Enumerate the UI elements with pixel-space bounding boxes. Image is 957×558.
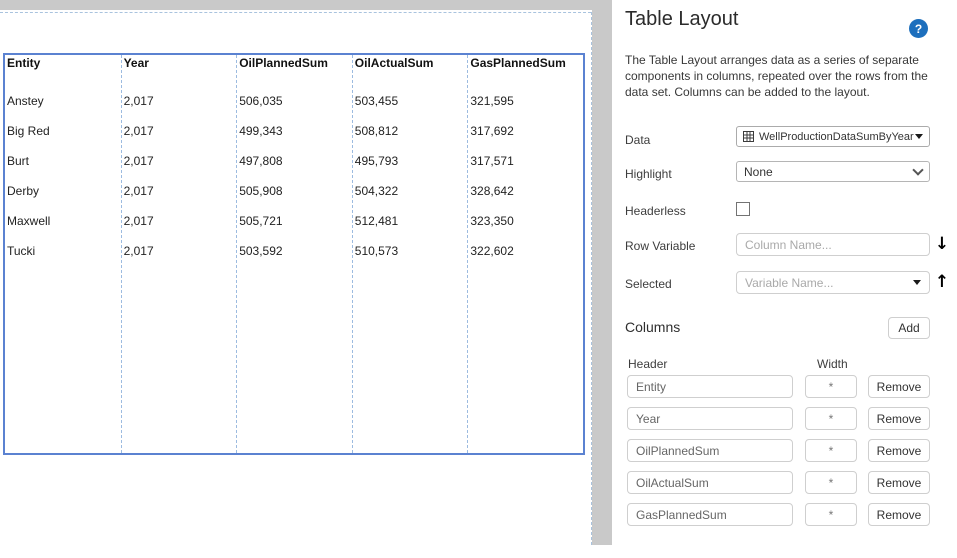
row-variable-label: Row Variable <box>625 239 695 253</box>
highlight-select[interactable]: None <box>736 161 930 182</box>
preview-cell: Tucki <box>7 244 121 274</box>
selected-label: Selected <box>625 277 672 291</box>
remove-column-button[interactable]: Remove <box>868 407 930 430</box>
canvas-right-margin <box>592 10 612 545</box>
data-label: Data <box>625 133 650 147</box>
preview-cell: 322,602 <box>470 244 583 274</box>
preview-cell: 2,017 <box>124 244 237 274</box>
column-header-input[interactable] <box>627 407 793 430</box>
preview-cell: 2,017 <box>124 184 237 214</box>
panel-description: The Table Layout arranges data as a seri… <box>625 52 947 100</box>
column-width-input[interactable] <box>805 439 857 462</box>
preview-cell: 499,343 <box>239 124 352 154</box>
preview-cell: 505,721 <box>239 214 352 244</box>
preview-column: EntityAnsteyBig RedBurtDerbyMaxwellTucki <box>5 55 121 453</box>
preview-cell: 510,573 <box>355 244 468 274</box>
preview-cell: Anstey <box>7 94 121 124</box>
data-dropdown[interactable]: WellProductionDataSumByYear <box>736 126 930 147</box>
headerless-checkbox[interactable] <box>736 202 750 216</box>
preview-cell: 508,812 <box>355 124 468 154</box>
columns-section-heading: Columns <box>625 319 680 335</box>
column-header-input[interactable] <box>627 375 793 398</box>
preview-cell: 2,017 <box>124 124 237 154</box>
column-header-input[interactable] <box>627 471 793 494</box>
chevron-down-icon <box>912 164 923 175</box>
preview-column: OilActualSum503,455508,812495,793504,322… <box>352 55 468 453</box>
preview-cell: 317,692 <box>470 124 583 154</box>
columns-list: Remove Remove Remove Remove Remove <box>612 375 957 535</box>
preview-cell: 317,571 <box>470 154 583 184</box>
column-width-input[interactable] <box>805 407 857 430</box>
table-layout-properties-panel: Table Layout ? The Table Layout arranges… <box>612 0 957 558</box>
highlight-label: Highlight <box>625 167 672 181</box>
preview-cell: 505,908 <box>239 184 352 214</box>
app-window: EntityAnsteyBig RedBurtDerbyMaxwellTucki… <box>0 0 957 558</box>
data-dropdown-value: WellProductionDataSumByYear <box>759 131 915 143</box>
caret-down-icon <box>915 134 923 139</box>
column-header-input[interactable] <box>627 503 793 526</box>
preview-cell: 504,322 <box>355 184 468 214</box>
preview-cell: Derby <box>7 184 121 214</box>
preview-column-header: Entity <box>7 55 121 94</box>
remove-column-button[interactable]: Remove <box>868 439 930 462</box>
selection-border-top <box>0 12 591 13</box>
selected-dropdown[interactable]: Variable Name... <box>736 271 930 294</box>
column-width-input[interactable] <box>805 503 857 526</box>
preview-cell: 323,350 <box>470 214 583 244</box>
row-variable-input[interactable] <box>736 233 930 256</box>
data-table-icon <box>743 131 754 142</box>
column-header-input[interactable] <box>627 439 793 462</box>
move-down-icon[interactable]: ↓ <box>934 234 950 254</box>
preview-cell: 506,035 <box>239 94 352 124</box>
preview-cell: Big Red <box>7 124 121 154</box>
column-config-row: Remove <box>612 503 957 526</box>
preview-cell: Burt <box>7 154 121 184</box>
design-canvas[interactable]: EntityAnsteyBig RedBurtDerbyMaxwellTucki… <box>0 0 612 558</box>
help-icon[interactable]: ? <box>909 19 928 38</box>
preview-column-header: Year <box>124 55 237 94</box>
table-preview[interactable]: EntityAnsteyBig RedBurtDerbyMaxwellTucki… <box>3 53 585 455</box>
selected-dropdown-placeholder: Variable Name... <box>745 276 913 290</box>
preview-cell: 497,808 <box>239 154 352 184</box>
column-config-row: Remove <box>612 407 957 430</box>
remove-column-button[interactable]: Remove <box>868 471 930 494</box>
column-config-row: Remove <box>612 375 957 398</box>
canvas-top-margin <box>0 0 612 10</box>
preview-column: OilPlannedSum506,035499,343497,808505,90… <box>236 55 352 453</box>
preview-cell: 2,017 <box>124 94 237 124</box>
remove-column-button[interactable]: Remove <box>868 375 930 398</box>
column-config-row: Remove <box>612 439 957 462</box>
remove-column-button[interactable]: Remove <box>868 503 930 526</box>
column-config-row: Remove <box>612 471 957 494</box>
preview-cell: 321,595 <box>470 94 583 124</box>
add-column-button[interactable]: Add <box>888 317 930 339</box>
preview-cell: 512,481 <box>355 214 468 244</box>
preview-cell: 2,017 <box>124 154 237 184</box>
move-up-icon[interactable]: ↑ <box>934 272 950 292</box>
preview-cell: 503,592 <box>239 244 352 274</box>
preview-cell: 503,455 <box>355 94 468 124</box>
preview-column: GasPlannedSum321,595317,692317,571328,64… <box>467 55 583 453</box>
row-variable-field-wrap <box>736 233 930 256</box>
headerless-label: Headerless <box>625 204 686 218</box>
page-title: Table Layout <box>625 8 738 31</box>
width-column-label: Width <box>817 357 848 371</box>
preview-column-header: OilPlannedSum <box>239 55 352 94</box>
column-width-input[interactable] <box>805 375 857 398</box>
caret-down-icon <box>913 280 921 285</box>
highlight-select-value: None <box>744 165 914 179</box>
header-column-label: Header <box>628 357 667 371</box>
preview-cell: 495,793 <box>355 154 468 184</box>
preview-cell: 328,642 <box>470 184 583 214</box>
preview-column: Year2,0172,0172,0172,0172,0172,017 <box>121 55 237 453</box>
column-width-input[interactable] <box>805 471 857 494</box>
preview-column-header: GasPlannedSum <box>470 55 583 94</box>
preview-cell: 2,017 <box>124 214 237 244</box>
preview-cell: Maxwell <box>7 214 121 244</box>
preview-column-header: OilActualSum <box>355 55 468 94</box>
selection-border-right <box>591 12 592 545</box>
